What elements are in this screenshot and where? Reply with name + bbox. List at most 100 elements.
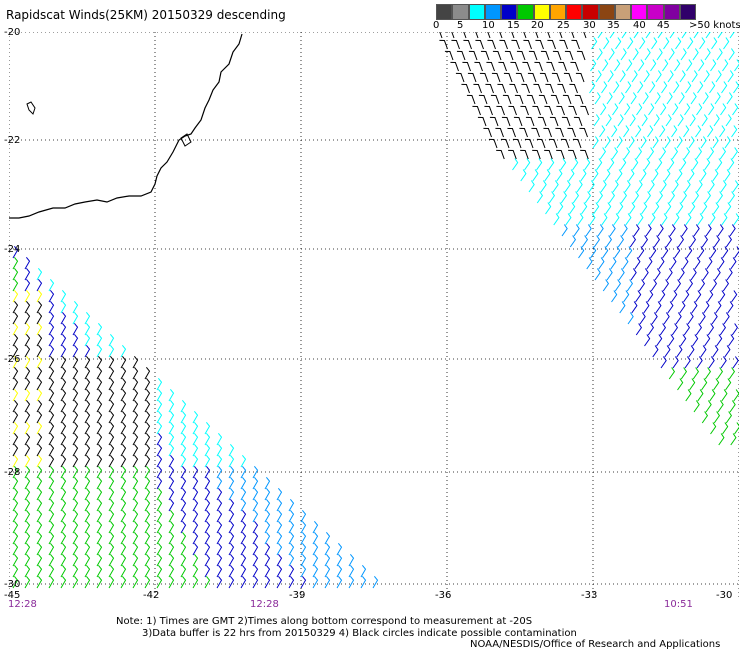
wind-barb	[144, 520, 151, 534]
wind-barb	[60, 476, 67, 490]
wind-barb	[180, 487, 187, 501]
wind-barb	[728, 48, 735, 61]
wind-barb	[48, 498, 55, 512]
wind-barb	[572, 138, 582, 149]
wind-barb	[707, 147, 715, 160]
wind-barb	[168, 388, 175, 402]
wind-barb	[722, 59, 729, 72]
wind-barb	[662, 246, 669, 259]
wind-barb	[700, 136, 707, 149]
wind-barb	[48, 454, 55, 468]
wind-barb	[336, 564, 343, 578]
wind-barb	[72, 443, 79, 457]
wind-barb	[722, 246, 729, 259]
wind-barb	[733, 389, 739, 402]
wind-barb	[607, 70, 614, 83]
wind-barb	[528, 180, 535, 193]
wind-barb	[616, 169, 623, 182]
wind-barb	[84, 575, 91, 589]
wind-barb	[84, 355, 91, 369]
wind-barb	[712, 169, 719, 182]
wind-barb	[108, 542, 115, 556]
scale-swatch	[663, 4, 680, 20]
wind-barb	[180, 542, 187, 556]
wind-barb	[723, 37, 730, 50]
wind-barb	[656, 158, 663, 171]
wind-barb	[654, 268, 661, 281]
wind-barb	[693, 224, 700, 237]
wind-barb	[36, 333, 43, 347]
wind-barb	[659, 125, 666, 138]
wind-barb	[584, 158, 591, 171]
wind-barb	[204, 487, 211, 501]
wind-barb	[620, 48, 627, 61]
wind-barb	[132, 432, 139, 446]
wind-barb	[695, 125, 702, 138]
wind-barb	[84, 476, 91, 490]
wind-barb	[84, 487, 91, 501]
wind-barb	[48, 344, 55, 358]
scale-label: 25	[557, 20, 570, 31]
wind-barb	[512, 138, 522, 149]
wind-barb	[108, 487, 115, 501]
wind-barb	[678, 268, 685, 281]
wind-barb	[638, 246, 645, 259]
wind-barb	[665, 235, 673, 248]
wind-barb	[477, 116, 487, 127]
wind-barb	[608, 48, 615, 61]
wind-barb	[24, 289, 31, 303]
wind-barb	[621, 224, 628, 237]
wind-barb	[606, 268, 613, 281]
coastline	[9, 33, 243, 219]
wind-barb	[312, 531, 319, 545]
wind-barb	[12, 322, 19, 336]
wind-barb	[156, 443, 163, 457]
wind-barb	[716, 334, 723, 347]
wind-barb	[683, 323, 691, 336]
wind-barb	[180, 564, 187, 578]
wind-barb	[120, 344, 127, 358]
wind-barb	[12, 388, 19, 402]
wind-barb	[144, 432, 151, 446]
wind-barb	[132, 355, 139, 369]
wind-barb	[72, 531, 79, 545]
wind-barb	[324, 564, 331, 578]
wind-barb	[701, 378, 708, 391]
wind-barb	[48, 366, 55, 380]
wind-barb	[96, 333, 103, 347]
wind-barb	[717, 400, 724, 413]
wind-barb	[84, 344, 91, 358]
wind-barb	[276, 564, 283, 578]
wind-barb	[132, 520, 139, 534]
wind-barb	[12, 278, 19, 292]
wind-barb	[712, 136, 719, 149]
wind-barb	[606, 92, 613, 105]
scale-label: 15	[507, 20, 520, 31]
wind-barb	[180, 520, 187, 534]
wind-barb	[617, 202, 624, 215]
wind-barb	[560, 158, 567, 171]
wind-barb	[24, 267, 31, 281]
wind-barb	[664, 345, 671, 358]
wind-barb	[120, 388, 127, 402]
wind-barb	[180, 443, 187, 457]
wind-barb	[36, 344, 43, 358]
wind-barb	[192, 454, 199, 468]
wind-barb	[647, 125, 654, 138]
wind-barb	[729, 224, 736, 237]
wind-barb	[602, 246, 609, 259]
wind-barb	[288, 509, 295, 523]
wind-barb	[643, 301, 650, 314]
wind-barb	[685, 213, 692, 226]
wind-barb	[36, 498, 43, 512]
wind-barb	[512, 158, 519, 171]
wind-barb	[665, 114, 672, 127]
wind-barb	[531, 127, 540, 138]
wind-barb	[584, 191, 592, 204]
time-label-3: 10:51	[664, 599, 693, 610]
wind-barb	[12, 553, 19, 567]
wind-barb	[312, 520, 319, 534]
wind-barb	[595, 70, 602, 83]
wind-barb	[710, 279, 718, 292]
wind-barb	[72, 421, 79, 435]
